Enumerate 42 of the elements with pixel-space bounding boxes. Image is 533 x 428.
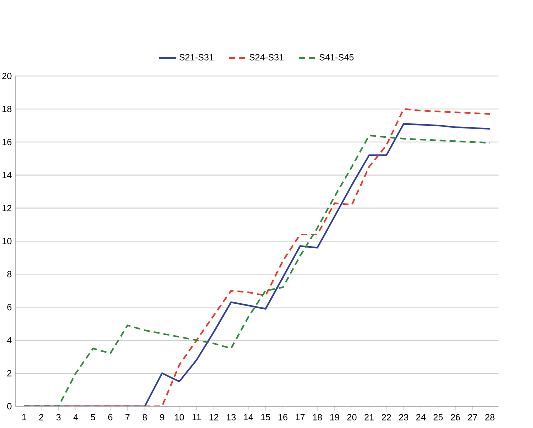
x-tick-label: 18 (313, 414, 322, 421)
x-tick-label: 21 (364, 414, 374, 421)
y-tick-label: 12 (2, 205, 12, 212)
x-tick-label: 23 (399, 414, 408, 421)
x-tick-label: 4 (74, 414, 78, 421)
y-tick-label: 20 (2, 73, 12, 80)
x-tick-label: 15 (262, 414, 270, 421)
x-tick-label: 6 (108, 414, 113, 421)
y-tick-label: 0 (7, 403, 12, 410)
x-tick-label: 17 (296, 414, 305, 421)
x-tick-label: 19 (330, 414, 340, 421)
legend-label: S41-S45 (320, 54, 354, 61)
x-tick-label: 20 (348, 414, 357, 421)
y-tick-label: 4 (7, 337, 12, 344)
x-tick-label: 16 (278, 414, 288, 421)
x-tick-label: 25 (434, 414, 443, 421)
x-tick-label: 28 (486, 414, 495, 421)
x-tick-label: 5 (91, 414, 96, 421)
x-tick-label: 22 (382, 414, 392, 421)
x-tick-label: 1 (22, 414, 26, 421)
x-tick-label: 14 (244, 414, 254, 421)
y-tick-label: 6 (8, 304, 12, 311)
x-tick-label: 27 (468, 414, 478, 421)
y-tick-label: 8 (7, 271, 12, 278)
x-tick-label: 13 (227, 414, 236, 421)
y-tick-label: 2 (8, 370, 12, 377)
x-tick-label: 24 (416, 414, 426, 421)
x-tick-label: 7 (126, 414, 130, 421)
x-tick-label: 3 (56, 414, 61, 421)
x-tick-label: 26 (451, 414, 460, 421)
x-tick-label: 10 (175, 414, 184, 421)
x-tick-label: 9 (160, 414, 164, 421)
x-tick-label: 2 (39, 414, 44, 421)
x-tick-label: 8 (142, 414, 148, 421)
legend-label: S24-S31 (250, 54, 284, 61)
y-tick-label: 18 (2, 106, 12, 113)
y-tick-label: 14 (2, 172, 12, 178)
y-tick-label: 16 (2, 139, 12, 146)
legend-label: S21-S31 (180, 54, 214, 61)
x-tick-label: 11 (192, 414, 202, 421)
y-tick-label: 10 (2, 238, 12, 245)
x-tick-label: 12 (210, 414, 219, 421)
